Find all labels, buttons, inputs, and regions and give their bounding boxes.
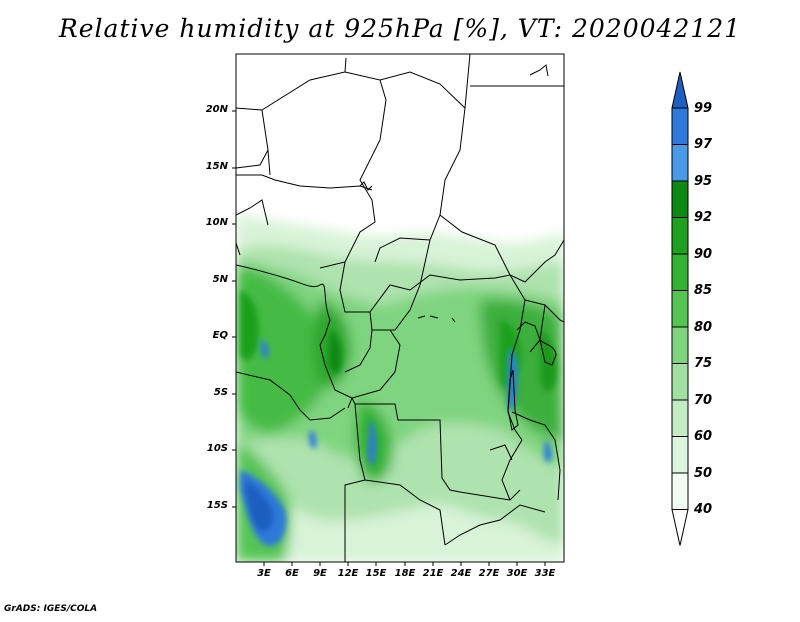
map-frame (235, 53, 565, 563)
lat-label: 20N (205, 104, 228, 115)
colorbar-swatch (671, 472, 689, 510)
colorbar-swatch (671, 290, 689, 328)
country-borders (236, 54, 564, 562)
lat-label: EQ (212, 330, 228, 341)
colorbar-label: 85 (694, 283, 713, 298)
lat-label: 15S (206, 500, 228, 511)
colorbar-swatch (671, 180, 689, 218)
lon-label: 24E (450, 568, 472, 579)
lat-label: 10N (205, 217, 228, 228)
colorbar-top-arrow (671, 71, 689, 109)
colorbar-swatch (671, 436, 689, 474)
colorbar-label: 90 (694, 247, 713, 262)
lon-label: 15E (365, 568, 387, 579)
colorbar-label: 60 (694, 429, 713, 444)
lon-label: 18E (394, 568, 416, 579)
colorbar-label: 70 (694, 393, 713, 408)
colorbar-label: 97 (694, 137, 713, 152)
lon-label: 21E (422, 568, 444, 579)
lon-label: 9E (313, 568, 327, 579)
colorbar-bottom-arrow (671, 509, 689, 546)
grads-credit: GrADS: IGES/COLA (4, 604, 98, 614)
lon-label: 30E (506, 568, 528, 579)
colorbar-label: 80 (694, 320, 713, 335)
colorbar-swatch (671, 399, 689, 437)
colorbar-label: 95 (694, 174, 713, 189)
colorbar-label: 92 (694, 210, 713, 225)
colorbar-label: 40 (694, 502, 713, 517)
lat-label: 15N (205, 161, 228, 172)
lon-label: 33E (534, 568, 556, 579)
colorbar-swatch (671, 217, 689, 255)
colorbar-swatch (671, 363, 689, 401)
lon-label: 3E (257, 568, 271, 579)
colorbar-label: 50 (694, 466, 713, 481)
lat-label: 10S (206, 443, 228, 454)
map-title: Relative humidity at 925hPa [%], VT: 202… (58, 14, 742, 43)
humidity-field (236, 54, 564, 562)
lat-ticks (232, 110, 236, 508)
lat-label: 5N (212, 274, 228, 285)
lon-ticks (263, 562, 546, 566)
lon-label: 12E (337, 568, 359, 579)
colorbar-swatch (671, 144, 689, 182)
colorbar-swatch (671, 253, 689, 291)
colorbar-label: 75 (694, 356, 713, 371)
colorbar-label: 99 (694, 101, 713, 116)
lon-label: 27E (478, 568, 500, 579)
colorbar (671, 71, 689, 546)
colorbar-swatch (671, 326, 689, 364)
lon-label: 6E (285, 568, 299, 579)
lat-label: 5S (213, 387, 228, 398)
colorbar-swatch (671, 107, 689, 145)
